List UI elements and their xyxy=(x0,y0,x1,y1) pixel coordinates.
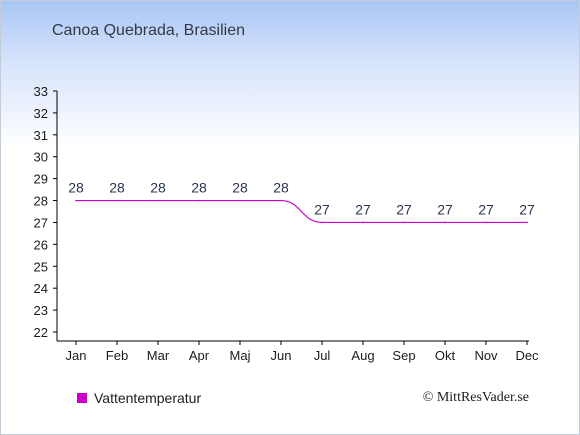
x-tick-label: Dec xyxy=(515,348,539,363)
y-tick-label: 33 xyxy=(34,84,48,99)
data-point xyxy=(116,199,118,202)
y-tick-label: 28 xyxy=(34,194,48,209)
legend-label: Vattentemperatur xyxy=(94,390,202,406)
y-tick-label: 32 xyxy=(34,106,48,121)
data-labels: 28 28 28 28 28 28 27 27 27 27 27 27 xyxy=(68,180,535,218)
x-tick-label: Feb xyxy=(106,348,128,363)
data-point xyxy=(198,199,200,202)
data-point xyxy=(75,199,77,202)
x-tick-label: Aug xyxy=(351,348,374,363)
data-point xyxy=(485,221,487,224)
series-line xyxy=(75,199,527,224)
y-tick-label: 23 xyxy=(34,303,48,318)
data-label: 27 xyxy=(478,201,494,217)
x-tick-label: Mar xyxy=(147,348,170,363)
credit-text: © MittResVader.se xyxy=(422,390,529,405)
y-tick-label: 26 xyxy=(34,237,48,252)
data-label: 28 xyxy=(273,180,289,196)
x-tick-label: Apr xyxy=(189,348,210,363)
data-point xyxy=(280,199,282,202)
data-point xyxy=(403,221,405,224)
data-point xyxy=(321,221,323,224)
data-label: 27 xyxy=(396,201,412,217)
x-axis: Jan Feb Mar Apr Maj Jun Jul Aug Sep Okt Nov Dec xyxy=(57,340,539,363)
x-tick-label: Jul xyxy=(314,348,331,363)
x-tick-label: Okt xyxy=(435,348,456,363)
data-label: 27 xyxy=(314,201,330,217)
data-label: 27 xyxy=(519,201,535,217)
series-layer xyxy=(75,199,528,224)
page-title: Canoa Quebrada, Brasilien xyxy=(52,22,246,39)
x-tick-label: Sep xyxy=(392,348,415,363)
y-tick-label: 27 xyxy=(34,215,48,230)
legend: Vattentemperatur xyxy=(77,390,201,406)
x-tick-label: Nov xyxy=(474,348,498,363)
x-tick-label: Maj xyxy=(230,348,251,363)
y-tick-label: 22 xyxy=(34,325,48,340)
data-point xyxy=(444,221,446,224)
x-tick-label: Jan xyxy=(66,348,87,363)
y-tick-label: 31 xyxy=(34,128,48,143)
data-point xyxy=(362,221,364,224)
data-point xyxy=(526,221,528,224)
data-label: 28 xyxy=(109,180,125,196)
y-tick-label: 24 xyxy=(34,281,48,296)
data-point xyxy=(157,199,159,202)
data-label: 28 xyxy=(191,180,207,196)
data-label: 27 xyxy=(437,201,453,217)
y-tick-label: 25 xyxy=(34,259,48,274)
data-label: 28 xyxy=(232,180,248,196)
y-tick-label: 29 xyxy=(34,172,48,187)
y-axis: 22 23 24 25 26 27 28 29 30 31 32 33 xyxy=(34,84,58,341)
x-tick-label: Jun xyxy=(271,348,292,363)
data-label: 27 xyxy=(355,201,371,217)
legend-swatch xyxy=(77,393,87,403)
data-label: 28 xyxy=(150,180,166,196)
y-tick-label: 30 xyxy=(34,150,48,165)
data-point xyxy=(239,199,241,202)
data-label: 28 xyxy=(68,180,84,196)
